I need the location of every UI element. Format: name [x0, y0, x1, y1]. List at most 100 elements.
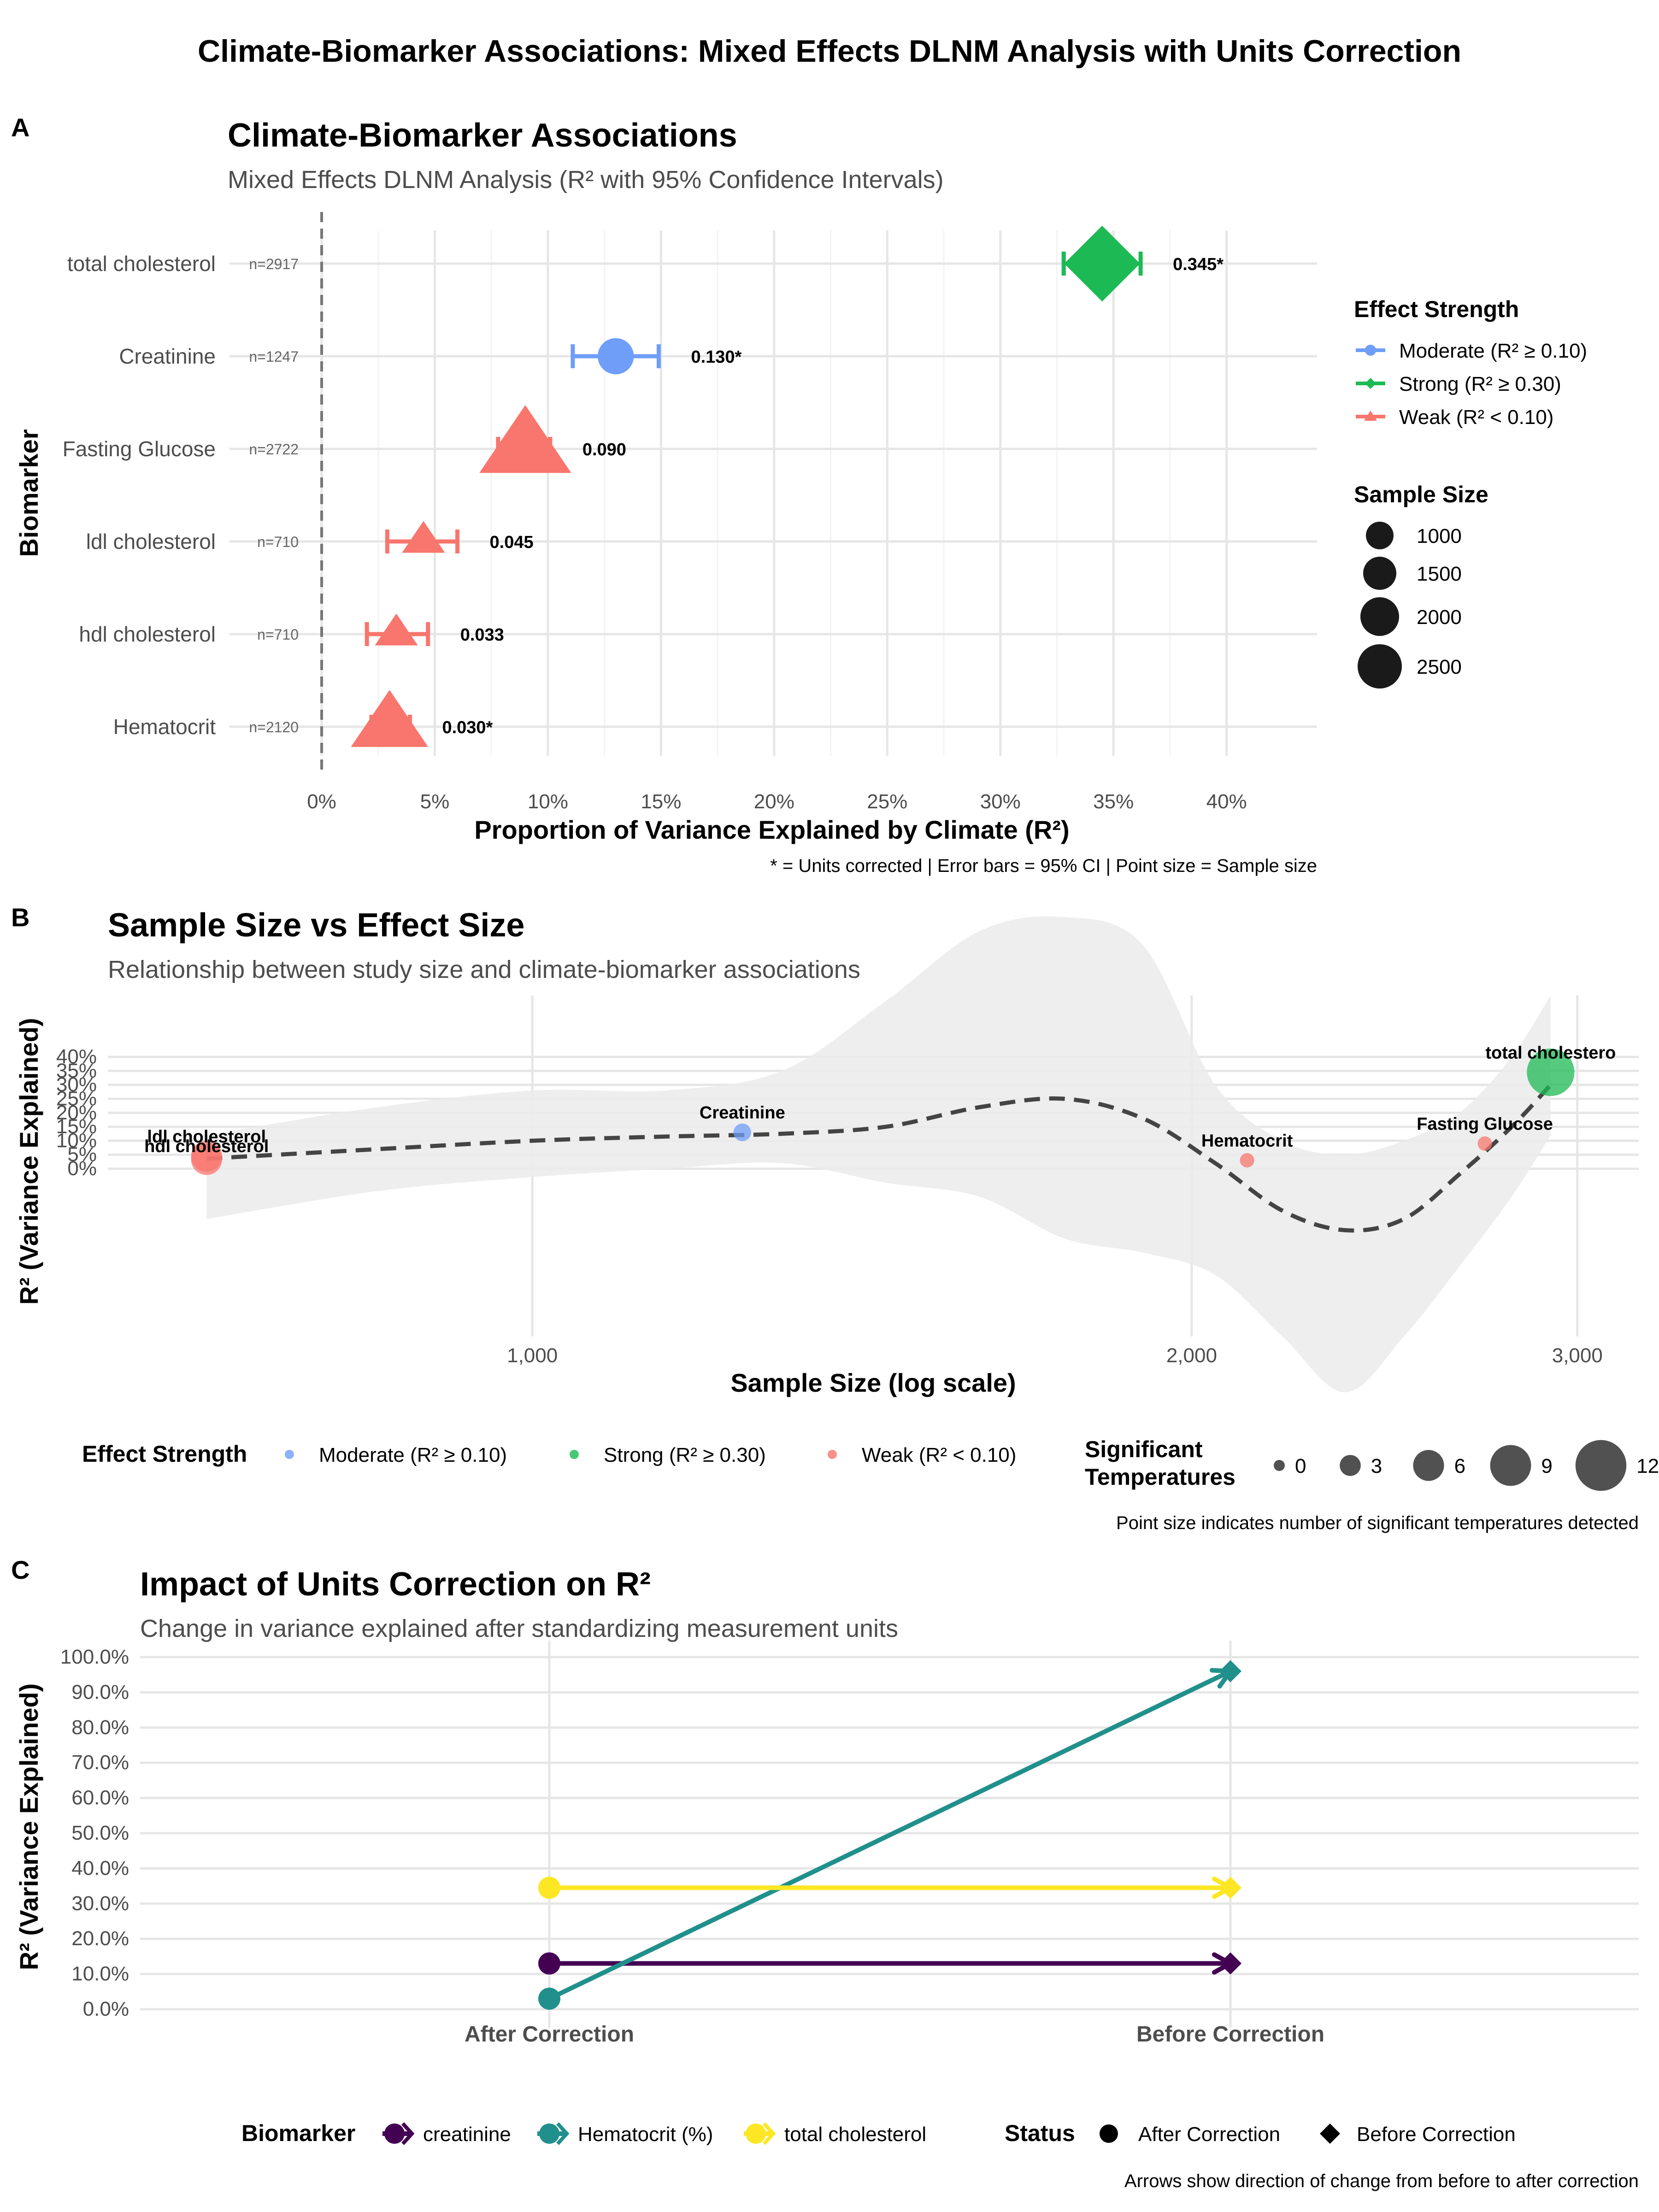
panel-a-hdl-cholesterol-sample-size: n=710: [257, 626, 299, 643]
panel-b-legend-size-key-6: [1413, 1450, 1444, 1481]
panel-a-legend-key-strong: [1365, 378, 1376, 389]
panel-b-x-tick-label: 3,000: [1552, 1344, 1603, 1367]
panel-c-y-tick-label: 100.0%: [60, 1646, 129, 1668]
panel-a-legend-size-label-2000: 2000: [1417, 606, 1462, 629]
panel-c-legend-key-arrow-creatinine: [401, 2122, 415, 2145]
panel-b-point-ldl-cholesterol: [191, 1141, 222, 1172]
panel-a-legend-size-label-2500: 2500: [1417, 656, 1462, 678]
panel-c-x-tick-label-before-correction: Before Correction: [1136, 2022, 1324, 2047]
panel-c-creatinine-before-point: [1219, 1952, 1241, 1975]
panel-b-point-creatinine: [733, 1124, 751, 1141]
panel-b-legend-label-moderate: Moderate (R² ≥ 0.10): [319, 1444, 507, 1466]
panel-a-creatinine-tick-label: Creatinine: [119, 344, 216, 368]
panel-c-y-tick-label: 80.0%: [71, 1716, 129, 1739]
panel-c-hematocrit-before-point: [1219, 1660, 1241, 1683]
panel-a-creatinine-value-label: 0.130*: [691, 347, 741, 367]
panel-b-caption: Point size indicates number of significa…: [1116, 1513, 1639, 1533]
panel-c-x-tick-label-after-correction: After Correction: [465, 2022, 634, 2047]
panel-a-legend-key-weak: [1364, 411, 1377, 421]
panel-a-total-cholesterol-point: [1064, 225, 1140, 302]
panel-c-total-cholesterol-before-point: [1219, 1877, 1241, 1899]
panel-b-point-label-ldl-cholesterol: ldl cholesterol: [147, 1127, 266, 1147]
panel-c-legend-key-point-hematocrit: [539, 2124, 559, 2144]
panel-a-legend-size-key-1500: [1363, 557, 1396, 590]
panel-b-confidence-ribbon: [206, 916, 1551, 1393]
panel-b-smooth-trend-line: [206, 1083, 1553, 1233]
panel-b-point-label-hematocrit: Hematocrit: [1201, 1131, 1293, 1151]
panel-b-point-total-cholestero: [1527, 1048, 1575, 1096]
panel-a-title: Climate-Biomarker Associations: [228, 117, 737, 154]
panel-b-legend-size-label-9: 9: [1541, 1455, 1552, 1477]
panel-a-x-tick-label: 0%: [307, 790, 336, 813]
panel-a-gridlines: [229, 212, 1317, 774]
panel-a-legend-key-moderate: [1365, 345, 1376, 356]
panel-a-legend-size-key-2500: [1358, 644, 1402, 688]
panel-a: A Climate-Biomarker Associations Mixed E…: [11, 113, 1587, 876]
panel-a-x-tick-label: 25%: [867, 790, 907, 813]
panel-a-fasting-glucose-tick-label: Fasting Glucose: [63, 437, 216, 461]
panel-b-x-tick-label: 2,000: [1166, 1344, 1217, 1367]
panel-a-legend-size-title: Sample Size: [1354, 482, 1488, 507]
panel-b-x-tick-label: 1,000: [507, 1344, 558, 1367]
panel-c-y-tick-label: 0.0%: [83, 1998, 129, 2020]
panel-b-legend-size-key-12: [1575, 1440, 1627, 1491]
panel-a-total-cholesterol-value-label: 0.345*: [1173, 255, 1224, 274]
panel-a-hematocrit-tick-label: Hematocrit: [113, 715, 216, 739]
panel-a-total-cholesterol-tick-label: total cholesterol: [67, 252, 216, 276]
panel-b-legend-label-strong: Strong (R² ≥ 0.30): [604, 1444, 766, 1466]
panel-a-legend-strength-title: Effect Strength: [1354, 296, 1519, 322]
panel-a-labels: 0% 5% 10% 15% 20% 25% 30% 35% 40% 0.345* total cho…: [63, 252, 1247, 813]
panel-b-legend-key-moderate: [285, 1450, 294, 1459]
panel-b-legend-strength-title: Effect Strength: [82, 1441, 247, 1467]
panel-b-legend-key-strong: [570, 1450, 579, 1459]
panel-b-y-tick-label: 20%: [56, 1101, 97, 1124]
figure-title: Climate-Biomarker Associations: Mixed Ef…: [198, 34, 1461, 69]
panel-b-legend-size-label-12: 12: [1636, 1455, 1659, 1477]
panel-a-hdl-cholesterol-point: [375, 613, 418, 646]
panel-a-creatinine-sample-size: n=1247: [249, 348, 299, 365]
panel-c-labels: 0.0% 10.0% 20.0% 30.0% 40.0% 50.0% 60.0% 70.0% 8…: [60, 1646, 1324, 2047]
panel-b-y-tick-label: 15%: [56, 1115, 97, 1138]
panel-a-ldl-cholesterol-tick-label: ldl cholesterol: [86, 529, 216, 553]
panel-b: B Sample Size vs Effect Size Relationshi…: [11, 903, 1659, 1533]
panel-b-legend-size-label-6: 6: [1454, 1455, 1465, 1477]
panel-c-subtitle: Change in variance explained after stand…: [140, 1615, 898, 1642]
panel-a-fasting-glucose-value-label: 0.090: [582, 440, 626, 459]
panel-b-point-fasting-glucose: [1477, 1136, 1492, 1151]
panel-b-y-axis-title: R² (Variance Explained): [14, 1018, 43, 1305]
panel-b-y-tick-label: 40%: [56, 1045, 97, 1068]
panel-a-y-axis-title: Biomarker: [14, 429, 43, 557]
panel-b-legend-size-title-line2: Temperatures: [1085, 1464, 1235, 1490]
panel-c-legend-key-arrow-total_cholesterol: [763, 2122, 776, 2145]
panel-b-y-tick-label: 30%: [56, 1073, 97, 1096]
panel-c-caption: Arrows show direction of change from bef…: [1124, 2171, 1639, 2191]
panel-c-y-tick-label: 60.0%: [71, 1787, 129, 1809]
panel-a-ldl-cholesterol-value-label: 0.045: [490, 533, 534, 552]
panel-a-ldl-cholesterol-point: [402, 521, 445, 553]
panel-c-total-cholesterol-after-point: [538, 1877, 560, 1899]
panel-c-y-tick-label: 30.0%: [71, 1892, 129, 1915]
panel-b-legend: Effect Strength Moderate (R² ≥ 0.10) Stron…: [82, 1436, 1659, 1491]
panel-c-y-tick-label: 70.0%: [71, 1751, 129, 1774]
panel-c-legend-label-creatinine: creatinine: [423, 2123, 511, 2146]
panel-c-legend-key-point-creatinine: [384, 2124, 405, 2144]
panel-b-legend-size-label-3: 3: [1371, 1455, 1382, 1477]
panel-a-hematocrit-point: [351, 690, 429, 747]
panel-a-x-axis-title: Proportion of Variance Explained by Clim…: [474, 815, 1069, 844]
panel-c-creatinine-after-point: [538, 1952, 560, 1975]
panel-c-y-tick-label: 10.0%: [71, 1963, 129, 1985]
panel-b-letter: B: [11, 903, 29, 932]
panel-b-legend-size-label-0: 0: [1295, 1455, 1306, 1477]
panel-b-y-tick-label: 0%: [67, 1157, 97, 1180]
panel-c-y-tick-label: 40.0%: [71, 1857, 129, 1879]
panel-a-x-tick-label: 40%: [1206, 790, 1247, 813]
panel-b-y-tick-label: 25%: [56, 1087, 97, 1110]
panel-a-legend-size-label-1500: 1500: [1417, 563, 1462, 585]
panel-a-legend-label-strong: Strong (R² ≥ 0.30): [1399, 373, 1561, 395]
panel-c-legend-label-hematocrit: Hematocrit (%): [578, 2123, 713, 2146]
panel-c-marks: [538, 1660, 1241, 2010]
panel-b-title: Sample Size vs Effect Size: [108, 907, 524, 944]
panel-b-point-label-total-cholestero: total cholestero: [1485, 1043, 1616, 1063]
panel-a-legend-size-label-1000: 1000: [1417, 525, 1462, 547]
